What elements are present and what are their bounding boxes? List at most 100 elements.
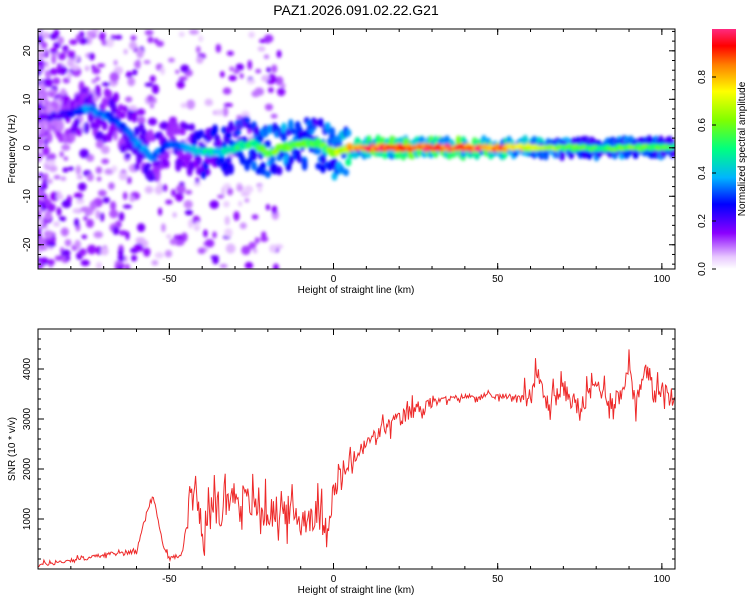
colorbar-tick-label: 0.8 xyxy=(697,70,708,84)
x-tick-label: 100 xyxy=(654,274,671,285)
ridge-halo xyxy=(522,134,529,147)
noise-blob xyxy=(204,100,214,107)
ridge-halo xyxy=(444,135,451,147)
colorbar-gradient xyxy=(712,29,736,269)
noise-blob xyxy=(60,176,67,182)
ridge-halo xyxy=(113,92,120,103)
y-tick-label: 4000 xyxy=(22,357,33,380)
ridge-halo xyxy=(76,127,83,137)
noise-blob xyxy=(175,184,186,194)
noise-blob xyxy=(276,50,282,59)
noise-blob xyxy=(143,60,151,65)
ridge-halo xyxy=(271,163,278,175)
noise-blob xyxy=(39,246,48,251)
noise-blob xyxy=(265,34,270,44)
ridge-halo xyxy=(87,112,94,123)
ridge-halo xyxy=(57,132,64,143)
noise-blob xyxy=(38,59,45,68)
ridge-halo xyxy=(110,102,117,115)
ridge-halo xyxy=(101,120,108,131)
noise-blob xyxy=(248,241,257,250)
noise-blob xyxy=(219,263,228,269)
snr-axes: -50 0 50 100 1000 2000 3000 4000 xyxy=(22,328,675,585)
noise-blob xyxy=(42,193,48,200)
ridge-halo xyxy=(69,131,76,143)
noise-blob xyxy=(185,189,193,195)
noise-blob xyxy=(167,57,175,63)
ridge-halo xyxy=(660,149,667,157)
noise-blob xyxy=(69,39,78,45)
noise-blob xyxy=(126,176,132,185)
noise-blob xyxy=(51,54,57,65)
ridge-halo xyxy=(345,159,352,167)
ridge-halo xyxy=(60,88,67,96)
noise-blob xyxy=(248,31,255,38)
noise-blob xyxy=(255,68,262,74)
ridge-halo xyxy=(225,131,232,139)
noise-blob xyxy=(118,172,128,181)
noise-blob xyxy=(101,158,110,165)
ridge-halo xyxy=(228,120,235,132)
ridge-halo xyxy=(246,123,253,130)
noise-blob xyxy=(48,153,56,161)
noise-blob xyxy=(147,36,154,44)
ridge-halo xyxy=(211,125,218,135)
noise-blob xyxy=(38,175,42,181)
ridge-halo xyxy=(320,154,327,165)
noise-blob xyxy=(124,96,133,103)
noise-blob xyxy=(38,263,42,269)
noise-blob xyxy=(157,207,163,216)
noise-blob xyxy=(113,131,118,141)
noise-blob xyxy=(235,63,245,71)
ridge-halo xyxy=(315,162,322,170)
noise-blob xyxy=(154,252,164,259)
noise-blob xyxy=(164,249,173,258)
noise-blob xyxy=(43,172,49,180)
noise-blob xyxy=(38,199,44,204)
noise-blob xyxy=(233,68,240,75)
ridge-halo xyxy=(287,155,294,165)
noise-blob xyxy=(61,249,71,257)
ridge-halo xyxy=(331,135,338,147)
ridge-halo xyxy=(234,128,241,136)
noise-blob xyxy=(128,41,137,50)
noise-blob xyxy=(155,40,164,47)
colorbar-tick-label: 0.2 xyxy=(697,214,708,228)
ridge-halo xyxy=(267,125,274,134)
noise-blob xyxy=(48,165,58,173)
ridge-halo xyxy=(154,166,161,174)
ridge-halo xyxy=(198,129,205,137)
ridge-halo xyxy=(301,159,308,171)
ridge-halo xyxy=(264,140,271,148)
noise-blob xyxy=(195,177,200,184)
noise-blob xyxy=(270,113,278,119)
noise-blob xyxy=(62,167,69,173)
noise-blob xyxy=(136,48,144,59)
noise-blob xyxy=(38,49,46,55)
noise-blob xyxy=(56,190,62,199)
ridge-halo xyxy=(262,127,269,138)
ridge-halo xyxy=(184,124,191,131)
noise-blob xyxy=(275,76,284,86)
ridge-halo xyxy=(253,126,260,136)
noise-blob xyxy=(226,187,234,196)
noise-blob xyxy=(157,181,162,192)
snr-x-label: Height of straight line (km) xyxy=(298,585,415,596)
noise-blob xyxy=(41,181,48,190)
noise-blob xyxy=(269,244,277,253)
noise-blob xyxy=(106,38,114,48)
ridge-halo xyxy=(124,152,131,160)
noise-blob xyxy=(86,173,94,182)
noise-blob xyxy=(261,231,267,239)
noise-blob xyxy=(53,29,60,39)
ridge-halo xyxy=(260,162,267,170)
spectrogram-frame xyxy=(37,28,676,270)
ridge-halo xyxy=(177,148,184,160)
noise-blob xyxy=(111,165,118,173)
noise-blob xyxy=(66,58,75,68)
noise-blob xyxy=(38,103,42,112)
noise-blob xyxy=(101,82,111,87)
y-tick-label: 2000 xyxy=(22,457,33,480)
noise-blob xyxy=(257,184,263,193)
ridge-halo xyxy=(329,127,336,136)
